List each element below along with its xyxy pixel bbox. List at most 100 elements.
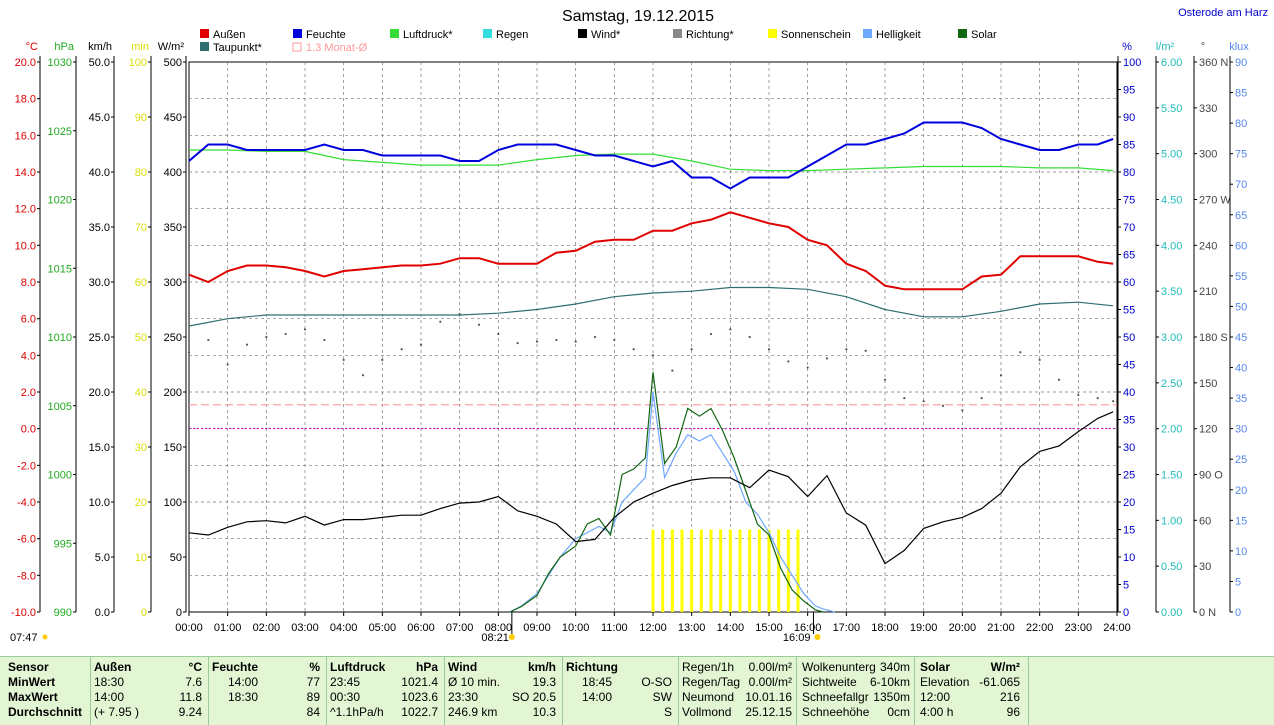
- stats-row: (+ 7.95 ) 9.24: [90, 705, 208, 720]
- series-line-helligkeit: [509, 391, 835, 613]
- left-axis-tick-label: 60: [135, 277, 147, 289]
- stat-cell: Solar: [920, 660, 951, 674]
- left-axis-tick-label: 20.0: [89, 387, 110, 399]
- legend-label: Feuchte: [306, 29, 346, 41]
- stat-cell: SO 20.5: [511, 690, 556, 704]
- stats-row: 00:30 1023.6: [326, 690, 444, 705]
- direction-point: [729, 328, 732, 331]
- right-axis-tick-label: 6.00: [1161, 57, 1182, 69]
- direction-point: [207, 338, 210, 342]
- x-axis-tick-label: 13:00: [678, 622, 706, 634]
- sunshine-bar: [728, 529, 732, 612]
- stat-cell: 23:30: [448, 690, 479, 704]
- left-axis-tick-label: 6.0: [21, 314, 36, 326]
- stat-cell: 18:30: [94, 675, 125, 689]
- series-line-taupunkt: [188, 286, 1114, 327]
- left-axis-tick-label: 1000: [48, 470, 72, 482]
- stats-header: Luftdruck hPa: [326, 660, 444, 675]
- series-line-wind: [188, 411, 1114, 565]
- sunshine-bar: [651, 529, 655, 612]
- sunshine-bar: [719, 529, 723, 612]
- stats-row: Schneehöhe 0cm: [798, 705, 914, 720]
- right-axis-tick-label: 330: [1199, 103, 1217, 115]
- stat-cell: Regen/Tag: [682, 675, 741, 689]
- location-label: Osterode am Harz: [1178, 7, 1268, 19]
- left-axis-unit: W/m²: [158, 41, 185, 53]
- stats-row: Vollmond 25.12.15: [678, 705, 794, 720]
- right-axis-tick-label: 3.50: [1161, 286, 1182, 298]
- direction-point: [980, 397, 983, 400]
- direction-point: [187, 351, 191, 354]
- left-axis-tick-label: 0: [176, 607, 182, 619]
- left-axis-tick-label: 100: [164, 497, 182, 509]
- x-axis-tick-label: 17:00: [833, 622, 861, 634]
- sunshine-bar: [777, 529, 781, 612]
- stats-row: Regen/Tag 0.00l/m²: [678, 675, 794, 690]
- left-axis-tick-label: 1025: [48, 126, 72, 138]
- stat-cell: Richtung: [566, 660, 618, 674]
- right-axis-tick-label: 20: [1123, 497, 1135, 509]
- left-axis-tick-label: 1005: [48, 401, 72, 413]
- stats-header: Wind km/h: [444, 660, 562, 675]
- stat-cell: 10.01.16: [745, 690, 792, 704]
- right-axis-tick-label: 120: [1199, 424, 1217, 436]
- sunshine-bar: [767, 529, 771, 612]
- direction-point: [419, 343, 423, 346]
- left-axis-tick-label: 20.0: [15, 57, 36, 69]
- right-axis-tick-label: 1.00: [1161, 515, 1182, 527]
- stat-cell: 1023.6: [401, 690, 438, 704]
- left-axis-tick-label: 15.0: [89, 442, 110, 454]
- stat-cell: -61.065: [979, 675, 1020, 689]
- direction-point: [787, 360, 790, 363]
- legend-swatch: [578, 29, 587, 38]
- stat-cell: 7.6: [185, 675, 202, 689]
- direction-point: [535, 340, 539, 343]
- left-axis-tick-label: 50: [135, 332, 147, 344]
- left-axis-tick-label: 10.0: [15, 240, 36, 252]
- right-axis-tick-label: 85: [1123, 140, 1135, 152]
- sunset-label: 16:09: [783, 632, 811, 644]
- left-axis-tick-label: 200: [164, 387, 182, 399]
- direction-point: [825, 357, 829, 360]
- weather-chart: Samstag, 19.12.2015 Osterode am Harz Auß…: [10, 7, 1268, 644]
- legend-swatch: [390, 29, 399, 38]
- stat-cell: (+ 7.95 ): [94, 705, 140, 719]
- day-start-icon: [42, 634, 48, 640]
- stat-cell: %: [309, 660, 320, 674]
- left-axis-tick-label: 5.0: [95, 552, 110, 564]
- stat-cell: S: [663, 705, 672, 719]
- direction-point: [342, 358, 345, 362]
- stat-cell: 14:00: [582, 690, 613, 704]
- stats-divider: [444, 657, 445, 725]
- direction-point: [477, 323, 481, 326]
- right-axis-tick-label: 0: [1123, 607, 1129, 619]
- left-axis-tick-label: 500: [164, 57, 182, 69]
- x-axis-tick-label: 10:00: [562, 622, 590, 634]
- stats-panel: Sensor MinWert MaxWert Durchschnitt Außen °C 1…: [0, 656, 1274, 725]
- legend-swatch: [673, 29, 682, 38]
- direction-point: [748, 335, 751, 339]
- legend-swatch: [200, 29, 209, 38]
- x-axis-tick-label: 16:00: [794, 622, 822, 634]
- right-axis-tick-label: 0.50: [1161, 561, 1182, 573]
- right-axis-tick-label: 20: [1235, 485, 1247, 497]
- x-axis-tick-label: 19:00: [910, 622, 938, 634]
- direction-point: [1077, 393, 1080, 397]
- stats-row: 18:30 89: [208, 690, 326, 705]
- right-axis-tick-label: 55: [1235, 271, 1247, 283]
- sunshine-bar: [748, 529, 752, 612]
- direction-point: [1112, 400, 1115, 403]
- direction-point: [555, 338, 558, 342]
- left-axis-tick-label: 70: [135, 222, 147, 234]
- right-axis-tick-label: 50: [1123, 332, 1135, 344]
- left-axis-tick-label: -10.0: [11, 607, 36, 619]
- stat-cell: Luftdruck: [330, 660, 386, 674]
- legend-label: Außen: [213, 29, 245, 41]
- direction-point: [864, 349, 867, 352]
- direction-point: [1057, 378, 1061, 381]
- x-axis-tick-label: 15:00: [755, 622, 783, 634]
- right-axis-tick-label: 50: [1235, 301, 1247, 313]
- stat-cell: 340m: [879, 660, 910, 674]
- right-axis-tick-label: 15: [1235, 515, 1247, 527]
- stat-cell: Regen/1h: [682, 660, 735, 674]
